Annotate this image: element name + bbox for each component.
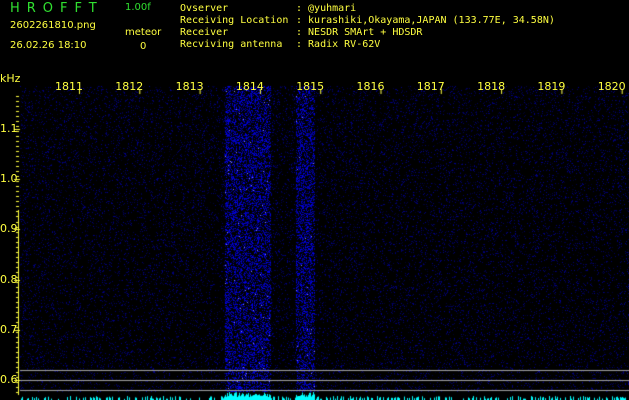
info-label: Receiving Location (180, 15, 289, 26)
info-value: : @yuhmari (296, 3, 357, 14)
datetime: 26.02.26 18:10 (10, 40, 87, 51)
x-tick-label: 1818 (477, 80, 506, 93)
x-tick-label: 1814 (235, 80, 264, 93)
info-label: Receiver (180, 27, 229, 38)
y-tick-label: 0.6 (0, 373, 18, 386)
meteor-label: meteor (125, 27, 162, 38)
y-tick-label: 0.9 (0, 222, 18, 236)
info-label: Recviving antenna (180, 39, 283, 50)
x-tick-label: 1811 (55, 80, 83, 93)
y-tick-label: 0.7 (0, 322, 18, 336)
meteor-count: 0 (140, 41, 147, 52)
version-label: 1.00f (125, 2, 151, 13)
info-label: Ovserver (180, 3, 229, 14)
x-tick-label: 1819 (537, 80, 566, 93)
x-tick-label: 1816 (356, 80, 385, 93)
x-tick-label: 1812 (115, 80, 144, 93)
y-tick-label: 1.1 (0, 122, 18, 135)
y-tick-label: 0.8 (0, 272, 18, 286)
y-unit-label: kHz (0, 72, 21, 85)
x-tick-label: 1820 (597, 80, 626, 93)
y-tick-label: 1.0 (0, 172, 18, 186)
info-value: : kurashiki,Okayama,JAPAN (133.77E, 34.5… (296, 15, 555, 26)
app-title: HROFFT (10, 1, 104, 16)
info-value: : Radix RV-62V (296, 39, 381, 50)
filename: 2602261810.png (10, 20, 96, 31)
x-tick-label: 1817 (416, 80, 445, 93)
x-tick-label: 1813 (175, 80, 204, 93)
x-tick-label: 1815 (296, 80, 325, 93)
info-value: : NESDR SMArt + HDSDR (296, 27, 423, 38)
